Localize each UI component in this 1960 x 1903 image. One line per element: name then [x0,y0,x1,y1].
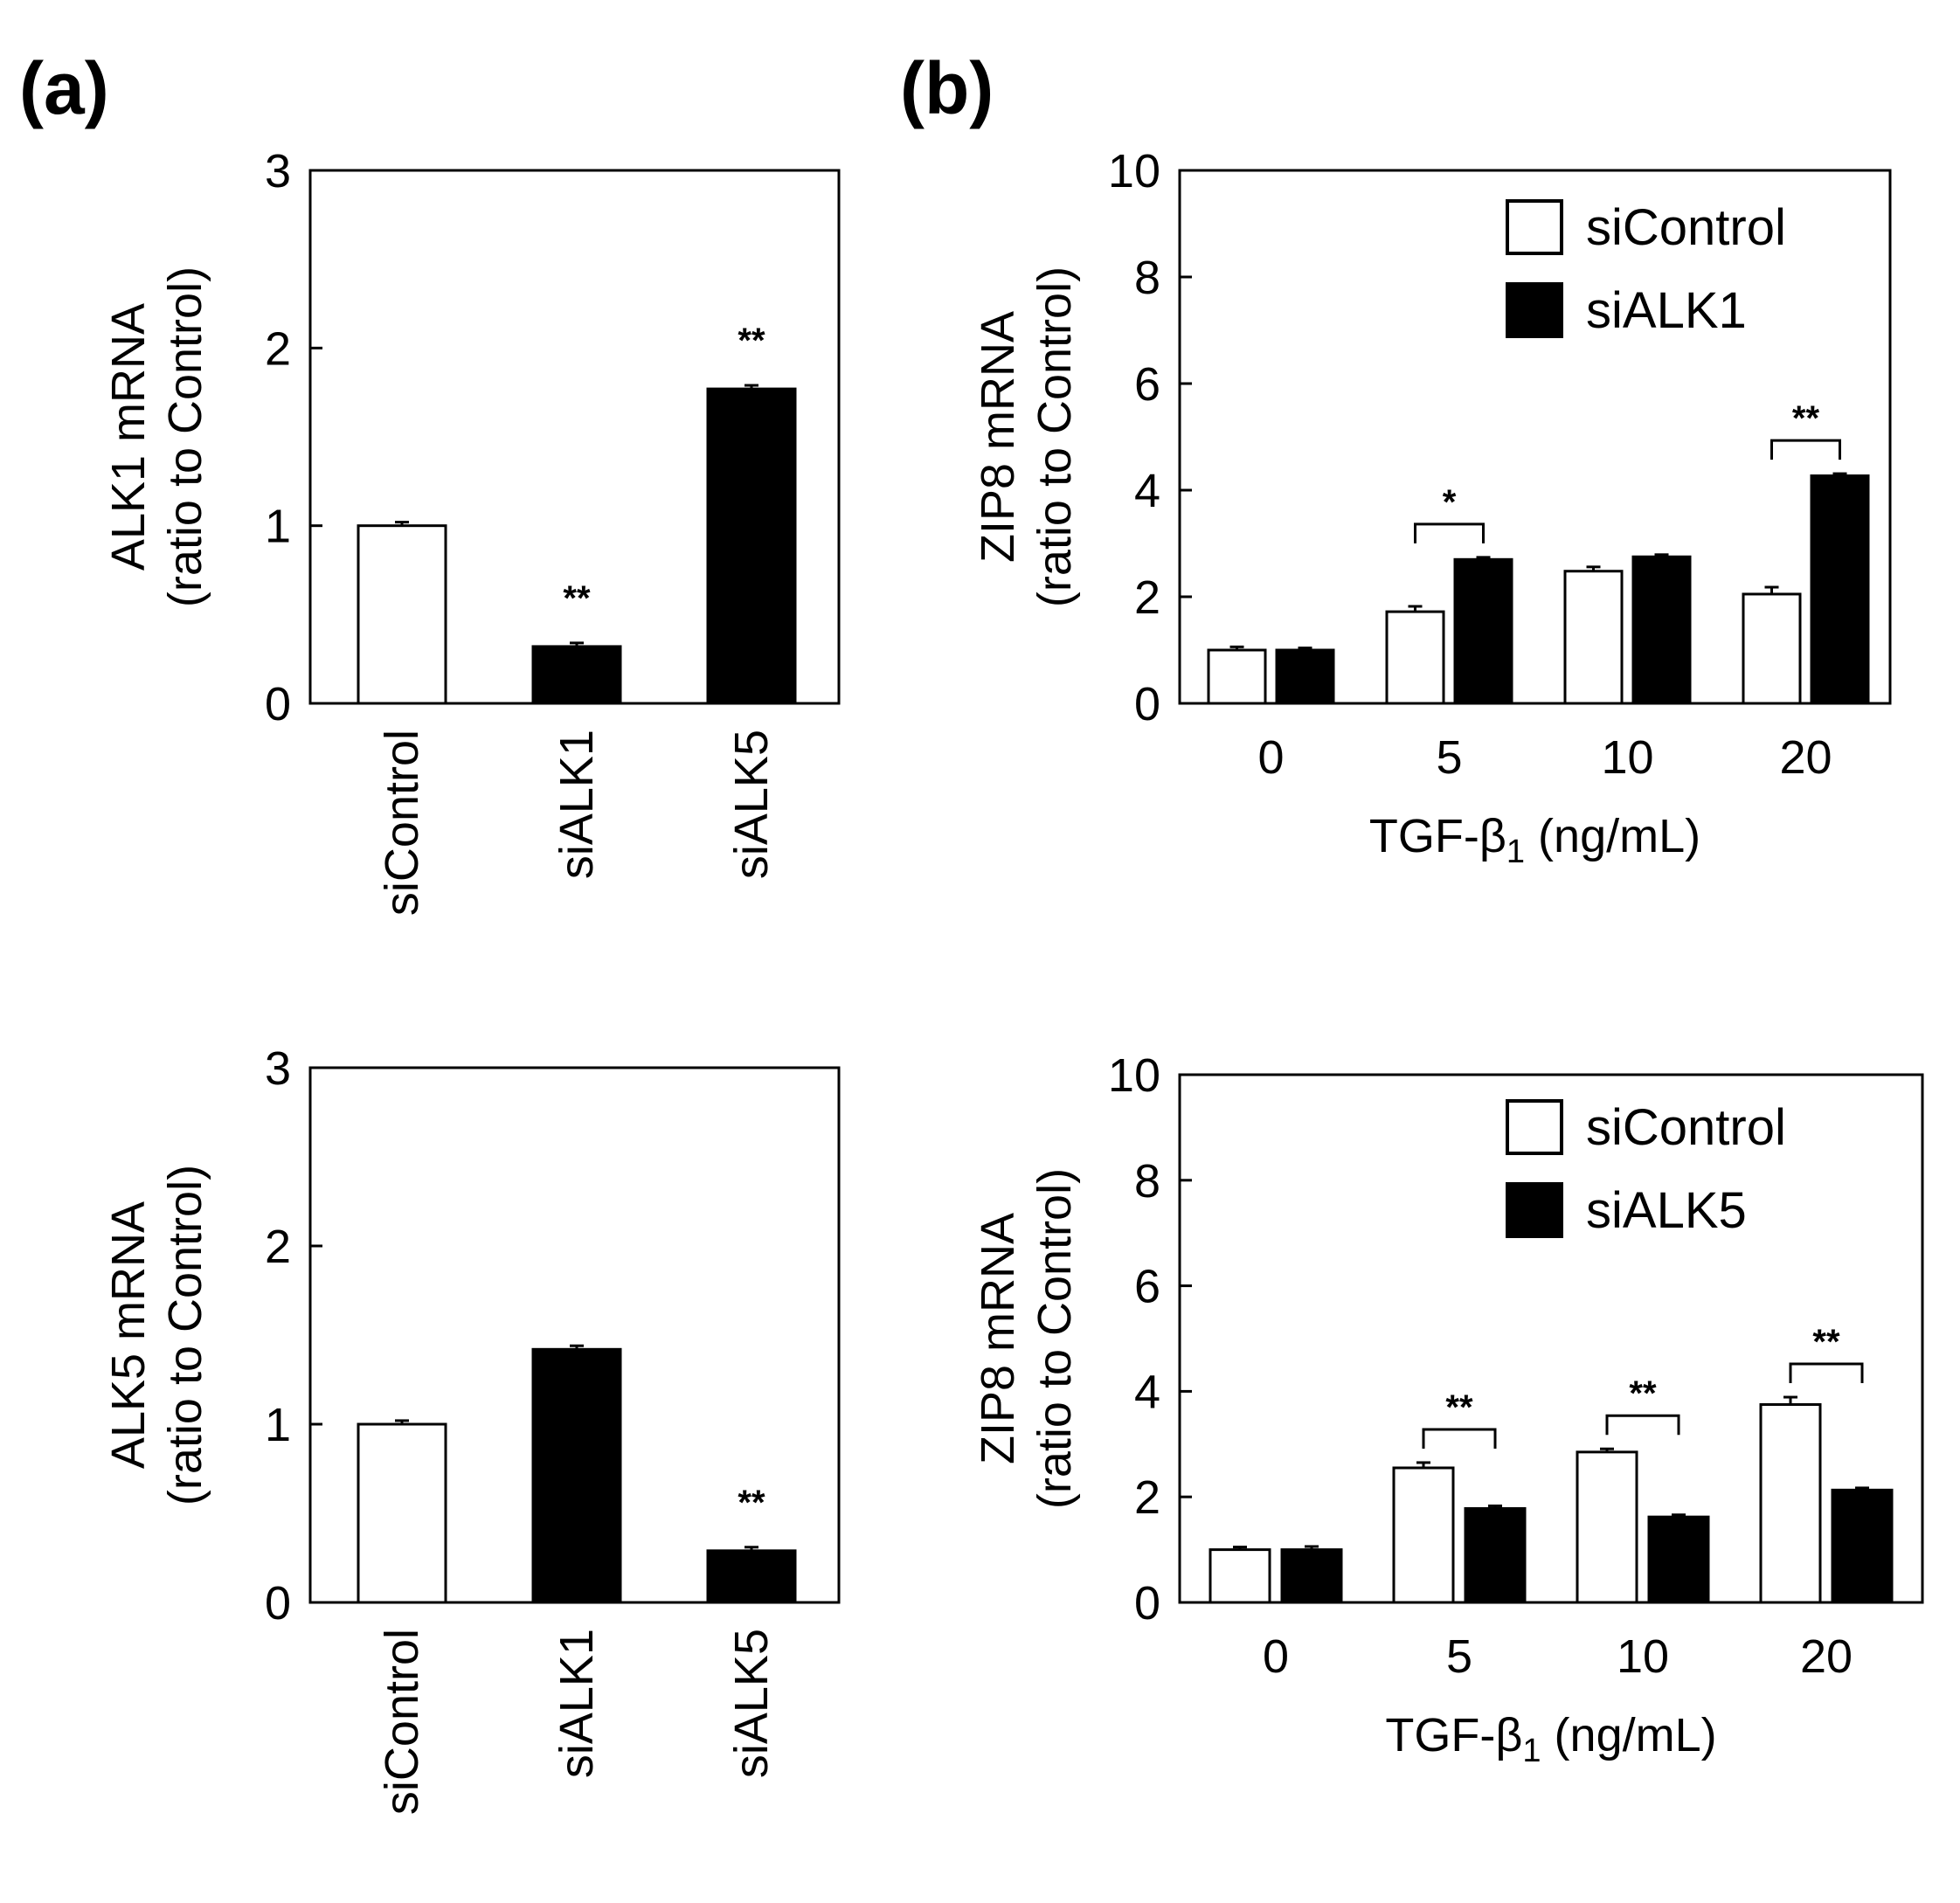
bar [531,645,622,705]
bar [706,1549,797,1604]
y-axis-subtitle: (ratio to Control) [159,266,211,607]
legend-label: siALK1 [1586,282,1747,339]
x-axis-title: TGF-β1 (ng/mL) [1385,1709,1716,1769]
y-tick-label: 2 [1134,1471,1160,1524]
plot-frame [1178,1073,1924,1604]
significance-label: ** [738,1484,765,1522]
panel-label-b: (b) [900,47,994,129]
y-tick-label: 8 [1134,1155,1160,1208]
y-tick-label: 1 [265,501,291,553]
y-axis-title: ZIP8 mRNA [972,1213,1024,1464]
bar [1810,474,1870,705]
y-tick-label: 2 [265,1221,291,1273]
y-tick-label: 4 [1134,465,1160,517]
category-label: siControl [376,730,428,916]
category-label: 0 [1257,731,1284,784]
significance-label: ** [1812,1323,1840,1361]
bar [1831,1488,1894,1604]
bar [1275,648,1335,705]
significance-label: ** [563,579,591,618]
bar [706,387,797,705]
bar [1631,555,1692,705]
x-axis-title: TGF-β1 (ng/mL) [1369,810,1700,870]
y-tick-label: 2 [265,322,291,375]
y-axis-subtitle: (ratio to Control) [159,1165,211,1505]
significance-bracket [1605,1414,1680,1436]
significance-bracket [1770,439,1841,460]
legend-swatch [1506,282,1563,338]
bar [1576,1450,1638,1604]
bar [1563,570,1624,705]
category-label: 0 [1263,1630,1289,1683]
significance-label: ** [1629,1374,1657,1413]
y-tick-label: 8 [1134,252,1160,304]
bar [531,1347,622,1604]
chart-alk5-mrna: 0 1 2 3 ALK5 mRNA (ratio to Control) siControl… [102,1042,841,1815]
significance-bracket [1789,1362,1864,1384]
legend-swatch [1506,1099,1563,1155]
y-tick-label: 10 [1108,1049,1160,1102]
bar [1759,1403,1822,1604]
bar [1647,1515,1710,1604]
category-label: 20 [1800,1630,1853,1683]
bar [357,1422,447,1604]
bar [1453,557,1513,705]
bar [1209,1548,1271,1604]
bar [1207,648,1267,705]
y-tick-label: 10 [1108,145,1160,197]
chart-alk1-mrna: 0 1 2 3 ALK1 mRNA (ratio to Control) siControl… [102,145,841,916]
significance-label: ** [1445,1388,1473,1427]
category-label: 10 [1601,731,1653,784]
significance-label: * [1443,483,1457,522]
bar [357,524,447,705]
significance-bracket [1422,1428,1497,1449]
category-label: 5 [1446,1630,1472,1683]
y-tick-label: 1 [265,1399,291,1451]
significance-label: ** [738,322,765,360]
bar [1464,1506,1527,1604]
plot-frame [1178,169,1892,705]
y-tick-label: 6 [1134,1261,1160,1313]
y-tick-label: 3 [265,1042,291,1095]
category-label: siALK1 [551,730,603,879]
significance-bracket [1414,522,1485,543]
legend-swatch [1506,199,1563,255]
category-label: 10 [1617,1630,1669,1683]
category-label: siControl [376,1629,428,1815]
bar [1392,1466,1455,1604]
y-axis-title: ALK5 mRNA [102,1201,155,1469]
chart-zip8-mrna-sialk5: 0 2 4 6 8 10 ZIP8 mRNA (ratio to Control) 0 5 ** 10… [972,1049,1924,1769]
legend-label: siControl [1586,1099,1786,1156]
y-tick-label: 0 [265,1577,291,1630]
legend-label: siALK5 [1586,1182,1747,1239]
y-axis-subtitle: (ratio to Control) [1028,266,1081,607]
chart-zip8-mrna-sialk1: 0 2 4 6 8 10 ZIP8 mRNA (ratio to Control) 0 5 * 10 2… [972,145,1892,870]
category-label: 5 [1436,731,1462,784]
category-label: 20 [1779,731,1832,784]
y-tick-label: 4 [1134,1366,1160,1418]
category-label: siALK1 [551,1629,603,1778]
y-tick-label: 0 [265,678,291,730]
panel-label-a: (a) [19,47,109,129]
category-label: siALK5 [725,1629,778,1778]
significance-label: ** [1792,399,1820,438]
y-tick-label: 2 [1134,571,1160,624]
y-tick-label: 3 [265,145,291,197]
category-label: siALK5 [725,730,778,879]
y-tick-label: 0 [1134,1577,1160,1630]
legend-label: siControl [1586,199,1786,256]
y-axis-title: ZIP8 mRNA [972,311,1024,563]
y-tick-label: 6 [1134,358,1160,411]
legend-swatch [1506,1182,1563,1238]
y-axis-title: ALK1 mRNA [102,303,155,571]
y-axis-subtitle: (ratio to Control) [1028,1168,1081,1509]
bar [1742,592,1802,705]
bar [1280,1548,1343,1604]
bar [1385,610,1445,705]
y-tick-label: 0 [1134,678,1160,730]
